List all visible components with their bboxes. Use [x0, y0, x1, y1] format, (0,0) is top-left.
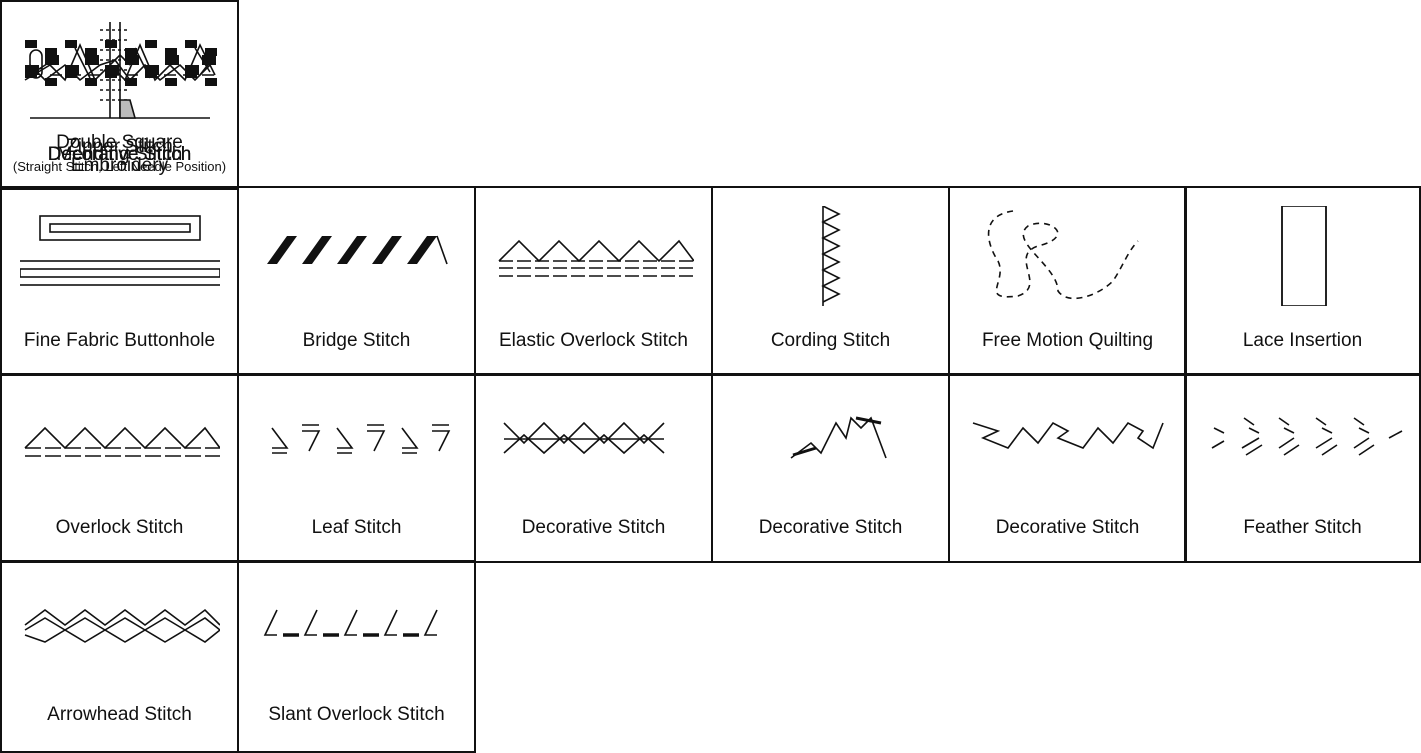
stitch-cell: Elastic Overlock Stitch — [474, 186, 713, 376]
stitch-label: Double Square Embroidery — [56, 132, 183, 176]
stitch-label: Decorative Stitch — [47, 143, 192, 165]
stitch-label: Slant Overlock Stitch — [268, 703, 445, 725]
stitch-cell: Free Motion Quilting — [948, 186, 1187, 376]
stitch-label: Fine Fabric Buttonhole — [23, 329, 216, 351]
label-note: (Straight Stitch, Left Needle Position) — [12, 158, 227, 174]
stitch-label: Free Motion Quilting — [981, 329, 1154, 351]
stitch-label: Decorative Stitch — [47, 143, 192, 165]
stitch-icon — [24, 608, 220, 643]
label-main: Zipper Stitch — [66, 135, 173, 157]
stitch-icon — [503, 421, 665, 455]
stitch-icon — [1211, 417, 1403, 456]
stitch-cell: Decorative Stitch — [711, 373, 950, 563]
stitch-icon — [271, 424, 451, 454]
stitch-cell: Decorative Stitch — [948, 373, 1187, 563]
stitch-icon — [267, 235, 448, 265]
stitch-label: Elastic Overlock Stitch — [499, 329, 688, 351]
stitch-label: Lace Insertion — [1242, 329, 1363, 351]
stitch-cell: Lace Insertion — [1184, 186, 1421, 376]
stitch-cell: Decorative Stitch — [0, 0, 239, 190]
stitch-label: Decorative Stitch — [995, 516, 1140, 538]
stitch-icon — [20, 215, 220, 286]
stitch-cell: Bridge Stitch — [237, 186, 476, 376]
stitch-label: Mending Stitch — [56, 143, 183, 165]
stitch-cell: Overlock Stitch — [0, 373, 239, 563]
stitch-label: Zipper Stitch (Straight Stitch, Left Need… — [6, 124, 233, 186]
stitch-label: Feather Stitch — [1243, 516, 1362, 538]
stitch-label: Overlock Stitch — [55, 516, 184, 538]
stitch-icon — [790, 416, 887, 459]
stitch-icon — [263, 609, 438, 637]
stitch-cell: Arrowhead Stitch — [0, 560, 239, 753]
stitch-icon — [987, 210, 1139, 300]
stitch-cell: Fine Fabric Buttonhole — [0, 186, 239, 376]
stitch-label: Bridge Stitch — [302, 329, 411, 351]
stitch-label: Decorative Stitch — [47, 143, 192, 165]
stitch-icon — [1281, 206, 1327, 306]
stitch-label: Leaf Stitch — [311, 516, 402, 538]
stitch-cell: Leaf Stitch — [237, 373, 476, 563]
stitch-icon — [25, 55, 216, 75]
stitch-icon — [30, 22, 210, 119]
stitch-cell: Decorative Stitch — [474, 373, 713, 563]
stitch-cell: Slant Overlock Stitch — [237, 560, 476, 753]
stitch-label: Cording Stitch — [770, 329, 891, 351]
stitch-label: Decorative Stitch — [758, 516, 903, 538]
stitch-label: Arrowhead Stitch — [47, 703, 192, 725]
stitch-icon — [24, 42, 216, 82]
stitch-cell: Cording Stitch — [711, 186, 950, 376]
stitch-icon — [498, 239, 694, 277]
stitch-icon — [821, 206, 841, 306]
stitch-icon — [24, 426, 220, 457]
stitch-label: Decorative Stitch — [521, 516, 666, 538]
stitch-cell: Feather Stitch — [1184, 373, 1421, 563]
stitch-icon — [972, 421, 1164, 450]
